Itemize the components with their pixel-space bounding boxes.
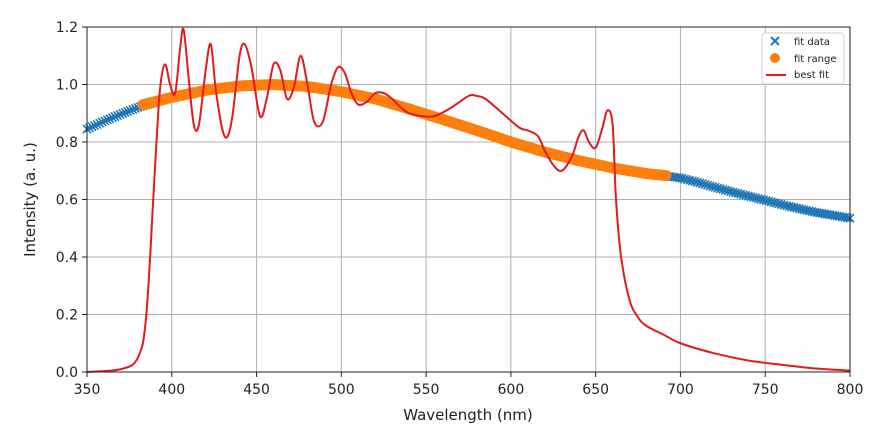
- x-axis-label: Wavelength (nm): [403, 406, 533, 424]
- legend-marker-circle: [770, 53, 780, 63]
- y-tick-label: 0.8: [56, 135, 78, 151]
- fit-data-point: [112, 110, 123, 121]
- fit-data-point: [715, 184, 725, 194]
- legend: fit data fit range best fit: [761, 32, 845, 85]
- x-tick-label: 600: [498, 382, 525, 398]
- legend-marker-x: [770, 36, 780, 46]
- fit-data-point: [713, 183, 723, 193]
- fit-data-point: [90, 121, 100, 131]
- fit-range-point: [660, 170, 672, 182]
- fit-data-point: [120, 107, 130, 118]
- x-tick-label: 650: [582, 382, 609, 398]
- legend-label-fit-data: fit data: [794, 37, 830, 48]
- y-tick-label: 1.0: [56, 78, 78, 94]
- x-tick-label: 500: [328, 382, 355, 398]
- x-tick-label: 350: [74, 382, 101, 398]
- fit-data-point: [95, 118, 105, 128]
- y-axis-ticks: 0.0 0.2 0.4 0.6 0.8 1.0 1.2: [56, 20, 87, 381]
- fit-data-point: [97, 117, 107, 127]
- legend-item-best-fit: best fit: [766, 70, 829, 81]
- fit-data-point: [115, 109, 125, 120]
- fit-data-point: [710, 182, 720, 192]
- fit-data-point: [128, 104, 138, 115]
- y-tick-label: 1.2: [56, 20, 78, 36]
- legend-label-best-fit: best fit: [794, 70, 829, 81]
- fit-data-point: [118, 108, 128, 119]
- legend-label-fit-range: fit range: [794, 54, 836, 65]
- fit-data-point: [100, 116, 110, 126]
- x-tick-label: 400: [158, 382, 185, 398]
- fit-data-point: [87, 122, 97, 132]
- y-tick-label: 0.0: [56, 365, 78, 381]
- fit-data-point: [720, 185, 730, 195]
- fit-data-point: [102, 115, 112, 125]
- x-axis-ticks: 350 400 450 500 550 600 650 700 750 800: [74, 372, 864, 398]
- fit-data-point: [125, 105, 135, 116]
- y-tick-label: 0.4: [56, 250, 78, 266]
- fit-data-point: [695, 178, 705, 188]
- x-tick-label: 700: [667, 382, 694, 398]
- fit-data-point: [697, 179, 708, 189]
- fit-data-point: [703, 180, 713, 190]
- fit-data-point: [705, 181, 715, 191]
- legend-item-fit-range: fit range: [770, 53, 836, 65]
- fit-data-point: [718, 184, 728, 195]
- legend-item-fit-data: fit data: [770, 36, 830, 48]
- x-tick-label: 750: [752, 382, 779, 398]
- fit-data-point: [692, 177, 702, 187]
- y-tick-label: 0.2: [56, 308, 78, 324]
- series-layer: [82, 27, 855, 373]
- x-tick-label: 450: [243, 382, 270, 398]
- fit-data-point: [105, 114, 115, 124]
- y-axis-label: Intensity (a. u.): [21, 142, 39, 257]
- fit-data-point: [708, 182, 718, 192]
- legend-box: [761, 32, 845, 85]
- fit-data-point: [123, 106, 133, 117]
- y-tick-label: 0.6: [56, 193, 78, 209]
- fit-data-point: [110, 112, 120, 122]
- x-tick-label: 550: [413, 382, 440, 398]
- fit-data-point: [92, 119, 102, 129]
- x-tick-label: 800: [837, 382, 864, 398]
- best-fit-line: [86, 27, 851, 373]
- fit-data-point: [690, 177, 700, 187]
- fit-data-point: [107, 113, 117, 123]
- fit-data-point: [700, 179, 710, 190]
